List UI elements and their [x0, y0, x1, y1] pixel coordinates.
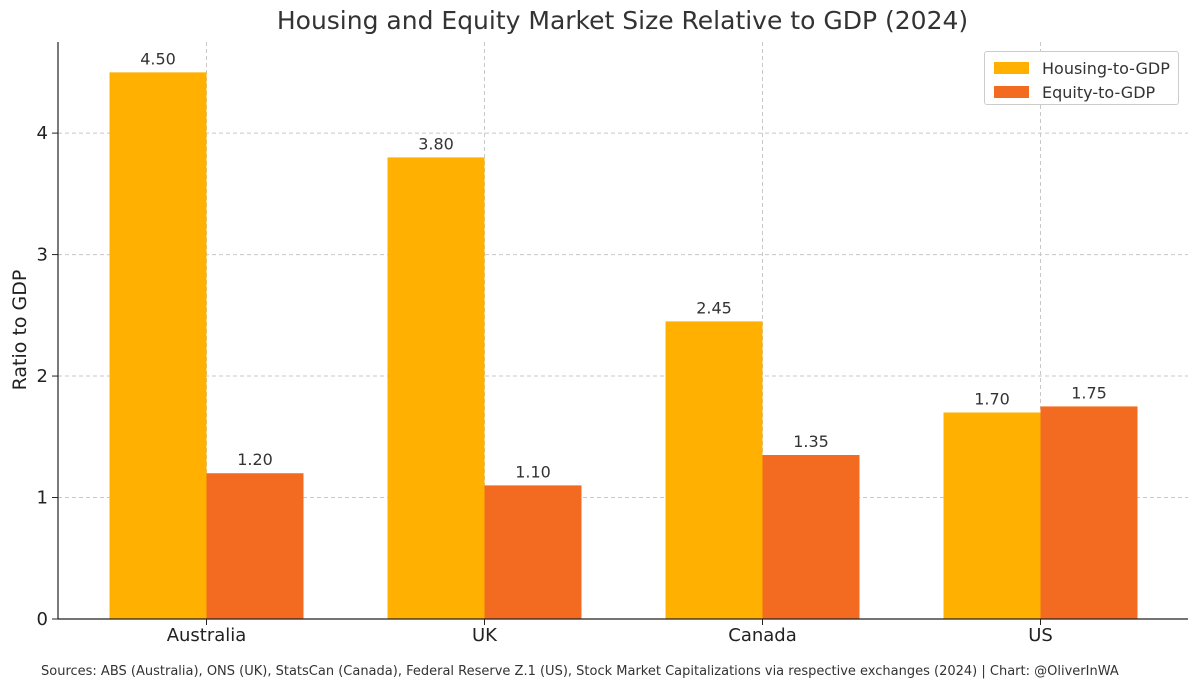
legend-label-housing: Housing-to-GDP: [1042, 58, 1170, 78]
bar-housing: [665, 321, 763, 619]
data-label: 1.35: [793, 432, 829, 451]
legend-item-housing: Housing-to-GDP: [994, 58, 1170, 78]
data-label: 2.45: [696, 298, 732, 317]
data-label: 3.80: [418, 134, 454, 153]
source-note: Sources: ABS (Australia), ONS (UK), Stat…: [41, 664, 1119, 679]
legend-label-equity: Equity-to-GDP: [1042, 82, 1156, 102]
bar-equity: [762, 455, 860, 619]
y-tick-label: 3: [37, 245, 48, 266]
bar-housing: [943, 412, 1041, 619]
data-label: 4.50: [140, 49, 176, 68]
data-label: 1.20: [237, 450, 273, 469]
legend: Housing-to-GDP Equity-to-GDP: [984, 51, 1179, 105]
legend-swatch-housing: [994, 62, 1029, 74]
data-label: 1.70: [974, 389, 1010, 408]
bars: [109, 72, 1138, 620]
x-tick-label: UK: [472, 625, 498, 646]
bar-equity: [1040, 406, 1138, 619]
legend-item-equity: Equity-to-GDP: [994, 82, 1156, 102]
bar-equity: [484, 485, 582, 619]
y-tick-label: 0: [37, 609, 48, 630]
legend-swatch-equity: [994, 86, 1029, 98]
data-labels: 4.50 3.80 2.45 1.70 1.20 1.10 1.35 1.75: [140, 49, 1107, 481]
data-label: 1.75: [1071, 383, 1107, 402]
axes: 0 1 2 3 4 Australia UK Canada US: [37, 42, 1188, 646]
y-tick-label: 2: [37, 366, 48, 387]
bar-housing: [109, 72, 207, 620]
bar-equity: [206, 473, 304, 619]
data-label: 1.10: [515, 462, 551, 481]
x-tick-label: Australia: [167, 625, 247, 646]
y-tick-label: 4: [37, 123, 48, 144]
x-tick-label: Canada: [728, 625, 797, 646]
chart-title: Housing and Equity Market Size Relative …: [276, 6, 969, 35]
y-tick-label: 1: [37, 488, 48, 509]
bar-housing: [387, 157, 485, 619]
x-tick-label: US: [1028, 625, 1053, 646]
